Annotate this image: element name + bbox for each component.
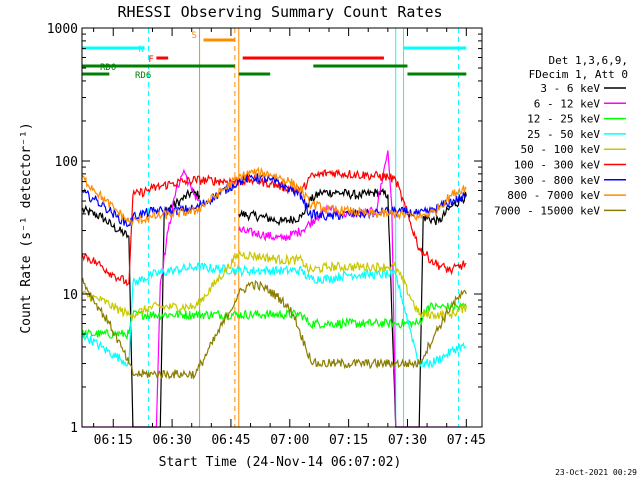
y-tick-label-0: 1: [70, 421, 78, 436]
series-line-50-100-kev: [81, 250, 467, 322]
chart-title: RHESSI Observing Summary Count Rates: [117, 3, 442, 21]
legend-label-6-12-kev: 6 - 12 keV: [534, 97, 601, 110]
legend-label-25-50-kev: 25 - 50 keV: [527, 128, 600, 141]
x-tick-label-4: 07:15: [329, 433, 368, 448]
x-tick-label-3: 07:00: [270, 433, 309, 448]
flag-label-f: F: [148, 55, 153, 65]
flag-label-rd0: RD0: [100, 63, 116, 73]
x-tick-label-0: 06:15: [94, 433, 133, 448]
flag-label-n: N: [139, 45, 144, 55]
series-line-800-7000-kev: [81, 166, 467, 226]
legend-label-7000-15000-kev: 7000 - 15000 keV: [494, 204, 600, 217]
x-axis-label: Start Time (24-Nov-14 06:07:02): [159, 455, 402, 470]
legend-label-300-800-kev: 300 - 800 keV: [514, 174, 600, 187]
x-tick-label-2: 06:45: [211, 433, 250, 448]
legend-header-0: Det 1,3,6,9,: [549, 54, 628, 67]
legend-label-3-6-kev: 3 - 6 keV: [540, 82, 600, 95]
x-tick-label-6: 07:45: [447, 433, 486, 448]
series-line-100-300-kev: [81, 168, 467, 287]
legend-label-800-7000-kev: 800 - 7000 keV: [507, 189, 600, 202]
x-tick-label-5: 07:30: [388, 433, 427, 448]
axes: 1 10 100 1000 06:15 06:30 06:45 07:00 07:15 07:30…: [47, 22, 486, 448]
legend-label-50-100-kev: 50 - 100 keV: [521, 143, 601, 156]
series-line-7000-15000-kev: [81, 277, 467, 380]
series-line-12-25-kev: [81, 300, 467, 341]
legend-header-1: FDecim 1, Att 0: [529, 68, 628, 81]
flag-bars: N S F RD0 RD6: [81, 31, 467, 81]
flag-label-s: S: [191, 31, 196, 41]
x-tick-label-1: 06:30: [153, 433, 192, 448]
flag-label-rd6: RD6: [135, 71, 151, 81]
y-tick-label-3: 1000: [47, 22, 78, 37]
series-line-25-50-kev: [81, 261, 467, 370]
y-tick-label-2: 100: [55, 155, 78, 170]
legend-label-100-300-kev: 100 - 300 keV: [514, 159, 600, 172]
y-tick-label-1: 10: [62, 288, 78, 303]
legend-label-12-25-kev: 12 - 25 keV: [527, 113, 600, 126]
timestamp: 23-Oct-2021 00:29: [555, 468, 637, 477]
series-line-300-800-kev: [81, 172, 467, 228]
legend: Det 1,3,6,9,FDecim 1, Att 03 - 6 keV 6 - …: [494, 54, 628, 217]
y-axis-label: Count Rate (s⁻¹ detector⁻¹): [19, 122, 34, 333]
plot-frame: [81, 27, 483, 428]
